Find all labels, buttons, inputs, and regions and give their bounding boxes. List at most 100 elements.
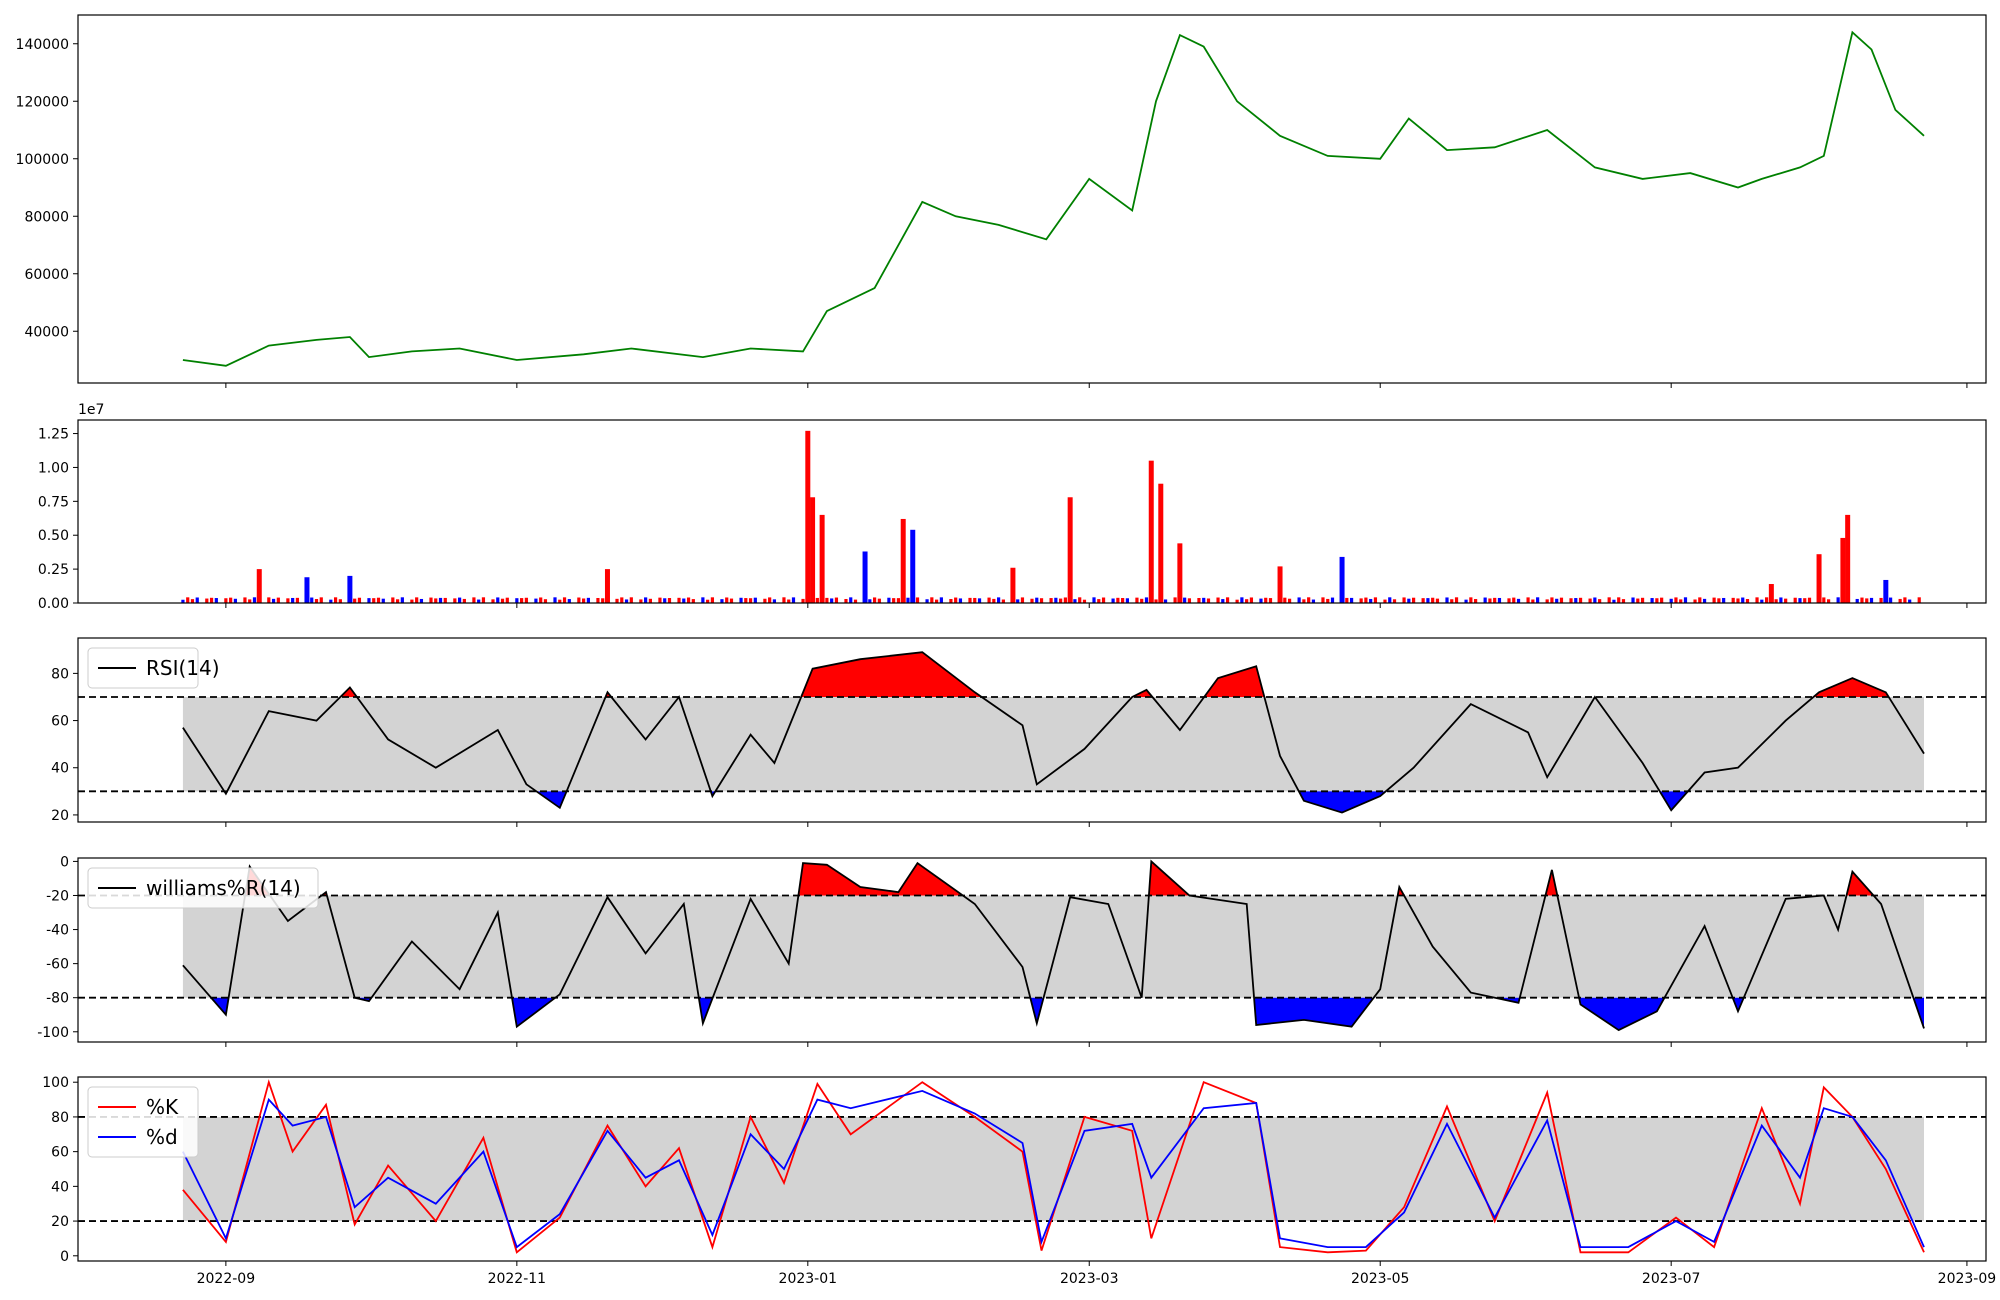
- volume-bar: [1359, 598, 1363, 603]
- volume-bar: [706, 599, 710, 603]
- volume-bar: [1097, 599, 1101, 603]
- volume-bar: [1373, 597, 1378, 603]
- volume-bar: [1010, 567, 1016, 603]
- volume-bar: [1531, 599, 1535, 603]
- volume-bar: [276, 597, 280, 603]
- volume-bar: [415, 597, 419, 603]
- volume-bar: [663, 598, 667, 603]
- volume-bar: [1631, 597, 1635, 603]
- volume-bar: [1722, 597, 1726, 603]
- volume-bar: [949, 598, 953, 603]
- y-tick-label: 1.25: [38, 427, 69, 443]
- volume-bar: [543, 599, 548, 603]
- volume-bar: [1640, 597, 1645, 603]
- volume-bar: [286, 598, 290, 603]
- volume-bar: [1545, 599, 1549, 603]
- x-tick-label: 2023-01: [779, 1271, 838, 1287]
- volume-bar: [190, 599, 195, 603]
- volume-bar: [1464, 599, 1468, 603]
- volume-bar: [1869, 597, 1874, 603]
- volume-bar: [558, 599, 562, 603]
- price-panel: 40000 60000 80000 100000 120000 140000: [16, 14, 1987, 388]
- volume-bar: [887, 597, 891, 603]
- volume-bar: [791, 597, 796, 603]
- volume-bar: [1469, 597, 1473, 603]
- x-tick-label: 2023-05: [1351, 1271, 1410, 1287]
- volume-bar: [1154, 599, 1158, 603]
- volume-bar: [376, 597, 381, 603]
- volume-bar: [1865, 598, 1869, 603]
- volume-bar: [1407, 598, 1411, 603]
- volume-bar: [958, 598, 963, 603]
- oversold-fill: [1659, 791, 1688, 811]
- price-line: [182, 30, 1925, 367]
- volume-bar: [1755, 597, 1759, 603]
- volume-bar: [1454, 597, 1459, 603]
- volume-bar: [1683, 597, 1688, 603]
- volume-bar: [539, 597, 543, 603]
- legend: williams%R(14): [87, 867, 319, 909]
- volume-bar: [1569, 598, 1573, 603]
- stochastic-panel: 0 20 40 60 80 100 %K %d 2022-09 2022-11 2023-01 202…: [42, 1075, 1996, 1287]
- volume-bar: [1768, 584, 1774, 603]
- volume-bar: [1039, 598, 1044, 603]
- volume-bar: [295, 597, 300, 603]
- volume-bar: [1302, 599, 1306, 603]
- volume-bar: [524, 597, 528, 603]
- volume-bar: [1116, 597, 1120, 603]
- y-tick-label: 0.00: [38, 596, 69, 612]
- volume-bar: [582, 598, 586, 603]
- volume-bar: [1330, 597, 1335, 603]
- volume-bar: [701, 597, 705, 603]
- volume-bar: [825, 597, 829, 603]
- volume-bar: [391, 597, 395, 603]
- volume-bar: [304, 577, 310, 603]
- offset-text: 1e7: [78, 402, 104, 418]
- volume-bar: [853, 599, 858, 603]
- volume-bar: [834, 597, 839, 603]
- volume-bar: [596, 597, 600, 603]
- volume-bar: [577, 597, 581, 603]
- volume-bar: [906, 597, 910, 603]
- volume-bar: [291, 597, 295, 603]
- volume-bar: [973, 597, 977, 603]
- volume-bar: [1135, 597, 1139, 603]
- volume-bar: [1311, 599, 1316, 603]
- volume-bar: [347, 575, 353, 603]
- volume-bar: [872, 597, 877, 603]
- volume-bar: [604, 569, 610, 603]
- volume-bar: [1650, 598, 1654, 603]
- volume-bar: [353, 598, 357, 603]
- volume-bar: [195, 597, 199, 603]
- volume-bar: [357, 597, 362, 603]
- volume-bar: [1307, 597, 1311, 603]
- volume-bar: [1054, 597, 1058, 603]
- volume-bar: [186, 597, 190, 603]
- volume-bar: [500, 598, 505, 603]
- volume-bar: [1536, 597, 1540, 603]
- volume-bar: [1259, 598, 1263, 603]
- overbought-fill: [1846, 871, 1874, 896]
- volume-bar: [667, 598, 672, 603]
- volume-bar: [429, 597, 433, 603]
- y-tick-label: 60000: [24, 267, 69, 283]
- volume-bar: [214, 598, 218, 603]
- y-tick-label: 40: [51, 1179, 69, 1195]
- volume-bar: [453, 598, 457, 603]
- plot-frame: [77, 1076, 1987, 1262]
- y-tick-label: 100000: [16, 152, 69, 168]
- y-tick-label: 80: [51, 1110, 69, 1126]
- volume-bar: [1731, 597, 1735, 603]
- volume-bar: [720, 599, 724, 603]
- volume-bar: [1245, 599, 1249, 603]
- volume-bar: [772, 599, 777, 603]
- volume-bar: [252, 597, 257, 603]
- y-tick-label: 0: [60, 1249, 69, 1265]
- volume-bar: [1067, 497, 1073, 603]
- volume-bar: [491, 599, 495, 603]
- x-tick-label: 2023-03: [1060, 1271, 1119, 1287]
- volume-bar: [997, 597, 1001, 603]
- volume-bar: [1221, 599, 1225, 603]
- volume-bar: [505, 597, 509, 603]
